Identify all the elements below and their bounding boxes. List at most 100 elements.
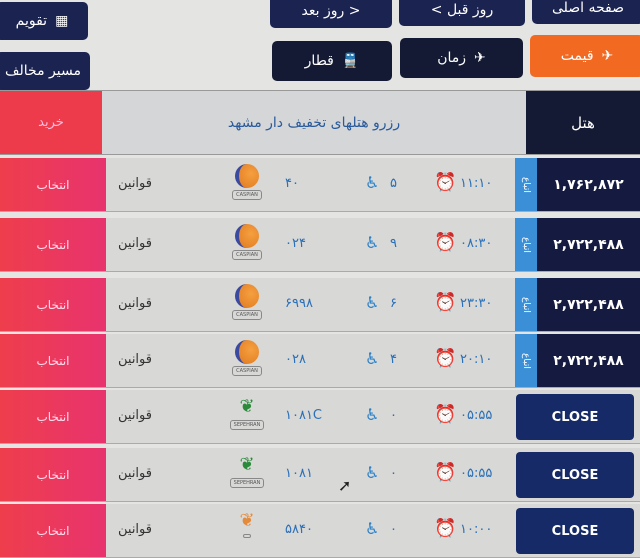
clock-icon: ⏰ xyxy=(434,172,457,193)
flight-row: انتخاب قوانین CASPIAN ۴۰ ♿ ۵ ⏰ ۱۱:۱۰ اتب… xyxy=(0,158,640,212)
seat-icon: ♿ xyxy=(365,349,380,368)
seat-icon: ♿ xyxy=(365,463,380,482)
reverse-route-button[interactable]: مسیر مخالف xyxy=(0,52,90,90)
nationals-tab[interactable]: اتباع xyxy=(515,158,537,211)
flight-row: انتخاب قوانین CASPIAN ۰۲۴ ♿ ۹ ⏰ ۰۸:۳۰ ات… xyxy=(0,218,640,272)
rules-link[interactable]: قوانین xyxy=(118,408,152,423)
clock-icon: ⏰ xyxy=(434,404,457,425)
seats-available: ۰ xyxy=(390,466,397,481)
seat-icon: ♿ xyxy=(365,293,380,312)
plane-icon: ✈ xyxy=(601,48,614,64)
airline-logo: CASPIAN xyxy=(225,224,269,266)
closed-status: CLOSE xyxy=(516,452,634,498)
hotel-label: هتل xyxy=(526,91,640,154)
closed-status: CLOSE xyxy=(516,508,634,554)
select-label: انتخاب xyxy=(36,467,70,482)
select-button[interactable]: انتخاب xyxy=(0,158,106,211)
airline-logo: ❦ SEPEHRAN xyxy=(225,396,269,438)
hotel-buy-button[interactable]: خرید xyxy=(0,91,102,154)
sort-price-button[interactable]: قیمت ✈ xyxy=(530,35,640,77)
seats-available: ۶ xyxy=(390,296,397,311)
nationals-tab[interactable]: اتباع xyxy=(515,278,537,331)
calendar-button[interactable]: تقویم ▦ xyxy=(0,2,88,40)
airline-name: CASPIAN xyxy=(232,250,262,260)
clock-icon: ⏰ xyxy=(434,462,457,483)
clock-icon: ⏰ xyxy=(434,348,457,369)
flight-number: ۵۸۴۰ xyxy=(285,522,313,537)
airline-name: CASPIAN xyxy=(232,190,262,200)
rules-link[interactable]: قوانین xyxy=(118,466,152,481)
hotel-promo-text: رزرو هتلهای تخفیف دار مشهد xyxy=(227,114,401,131)
departure-time: ۰۵:۵۵ xyxy=(460,466,493,481)
hotel-label-text: هتل xyxy=(571,113,595,132)
airline-name: CASPIAN xyxy=(232,366,262,376)
calendar-icon: ▦ xyxy=(55,13,69,29)
flight-row: انتخاب قوانین ❦ SEPEHRAN ۱۰۸۱ ♿ ۰ ⏰ ۰۵:۵۵… xyxy=(0,448,640,502)
select-button[interactable]: انتخاب xyxy=(0,218,106,271)
departure-time: ۲۳:۳۰ xyxy=(460,296,493,311)
flight-row: انتخاب قوانین CASPIAN ۶۹۹۸ ♿ ۶ ⏰ ۲۳:۳۰ ا… xyxy=(0,278,640,332)
departure-time: ۲۰:۱۰ xyxy=(460,352,493,367)
select-button[interactable]: انتخاب xyxy=(0,278,106,331)
nationals-tab[interactable]: اتباع xyxy=(515,334,537,387)
hotel-banner: خرید رزرو هتلهای تخفیف دار مشهد هتل xyxy=(0,90,640,155)
clock-icon: ⏰ xyxy=(434,292,457,313)
airline-name: SEPEHRAN xyxy=(229,420,265,430)
sort-train-button[interactable]: قطار 🚆 xyxy=(272,41,392,81)
seats-available: ۵ xyxy=(390,176,397,191)
nationals-tab[interactable]: اتباع xyxy=(515,218,537,271)
airline-logo: CASPIAN xyxy=(225,284,269,326)
rules-link[interactable]: قوانین xyxy=(118,352,152,367)
departure-time: ۱۰:۰۰ xyxy=(460,522,493,537)
departure-time: ۰۵:۵۵ xyxy=(460,408,493,423)
hotel-promo[interactable]: رزرو هتلهای تخفیف دار مشهد xyxy=(102,91,526,154)
flight-row: انتخاب قوانین CASPIAN ۰۲۸ ♿ ۴ ⏰ ۲۰:۱۰ ات… xyxy=(0,334,640,388)
seat-icon: ♿ xyxy=(365,519,380,538)
rules-link[interactable]: قوانین xyxy=(118,522,152,537)
flight-row: انتخاب قوانین ❦ ۵۸۴۰ ♿ ۰ ⏰ ۱۰:۰۰ CLOSE xyxy=(0,504,640,558)
price: ۱,۷۶۲,۸۷۲ xyxy=(537,158,640,211)
select-button[interactable]: انتخاب xyxy=(0,334,106,387)
seats-available: ۰ xyxy=(390,408,397,423)
seats-available: ۴ xyxy=(390,352,397,367)
rules-link[interactable]: قوانین xyxy=(118,176,152,191)
closed-status: CLOSE xyxy=(516,394,634,440)
clock-icon: ⏰ xyxy=(434,232,457,253)
select-label: انتخاب xyxy=(36,237,70,252)
home-label: صفحه اصلی xyxy=(551,0,625,16)
seat-icon: ♿ xyxy=(365,233,380,252)
price: ۲,۷۲۲,۴۸۸ xyxy=(537,334,640,387)
price-label: قیمت xyxy=(560,48,594,64)
next-day-button[interactable]: روز بعد > xyxy=(270,0,392,28)
prev-day-label: < روز قبل xyxy=(430,2,494,18)
flight-number: ۱۰۸۱C xyxy=(285,408,323,423)
select-label: انتخاب xyxy=(36,409,70,424)
flight-number: ۶۹۹۸ xyxy=(285,296,313,311)
clock-icon: ⏰ xyxy=(434,518,457,539)
select-label: انتخاب xyxy=(36,177,70,192)
flight-row: انتخاب قوانین ❦ SEPEHRAN ۱۰۸۱C ♿ ۰ ⏰ ۰۵:۵… xyxy=(0,390,640,444)
home-button[interactable]: صفحه اصلی xyxy=(532,0,640,24)
rules-link[interactable]: قوانین xyxy=(118,236,152,251)
train-icon: 🚆 xyxy=(341,53,360,69)
rules-link[interactable]: قوانین xyxy=(118,296,152,311)
departure-time: ۱۱:۱۰ xyxy=(460,176,493,191)
select-button[interactable]: انتخاب xyxy=(0,504,106,557)
reverse-route-label: مسیر مخالف xyxy=(5,63,81,79)
airline-name: CASPIAN xyxy=(232,310,262,320)
seat-icon: ♿ xyxy=(365,173,380,192)
select-label: انتخاب xyxy=(36,353,70,368)
seats-available: ۹ xyxy=(390,236,397,251)
select-button[interactable]: انتخاب xyxy=(0,390,106,443)
airline-logo: CASPIAN xyxy=(225,340,269,382)
airline-logo: CASPIAN xyxy=(225,164,269,206)
sort-time-button[interactable]: زمان ✈ xyxy=(400,38,523,78)
price: ۲,۷۲۲,۴۸۸ xyxy=(537,278,640,331)
select-button[interactable]: انتخاب xyxy=(0,448,106,501)
mouse-cursor-icon: ➚ xyxy=(338,476,352,495)
flight-number: ۴۰ xyxy=(285,176,299,191)
departure-time: ۰۸:۳۰ xyxy=(460,236,493,251)
airline-logo: ❦ SEPEHRAN xyxy=(225,454,269,496)
calendar-label: تقویم xyxy=(15,13,48,29)
prev-day-button[interactable]: < روز قبل xyxy=(399,0,525,26)
